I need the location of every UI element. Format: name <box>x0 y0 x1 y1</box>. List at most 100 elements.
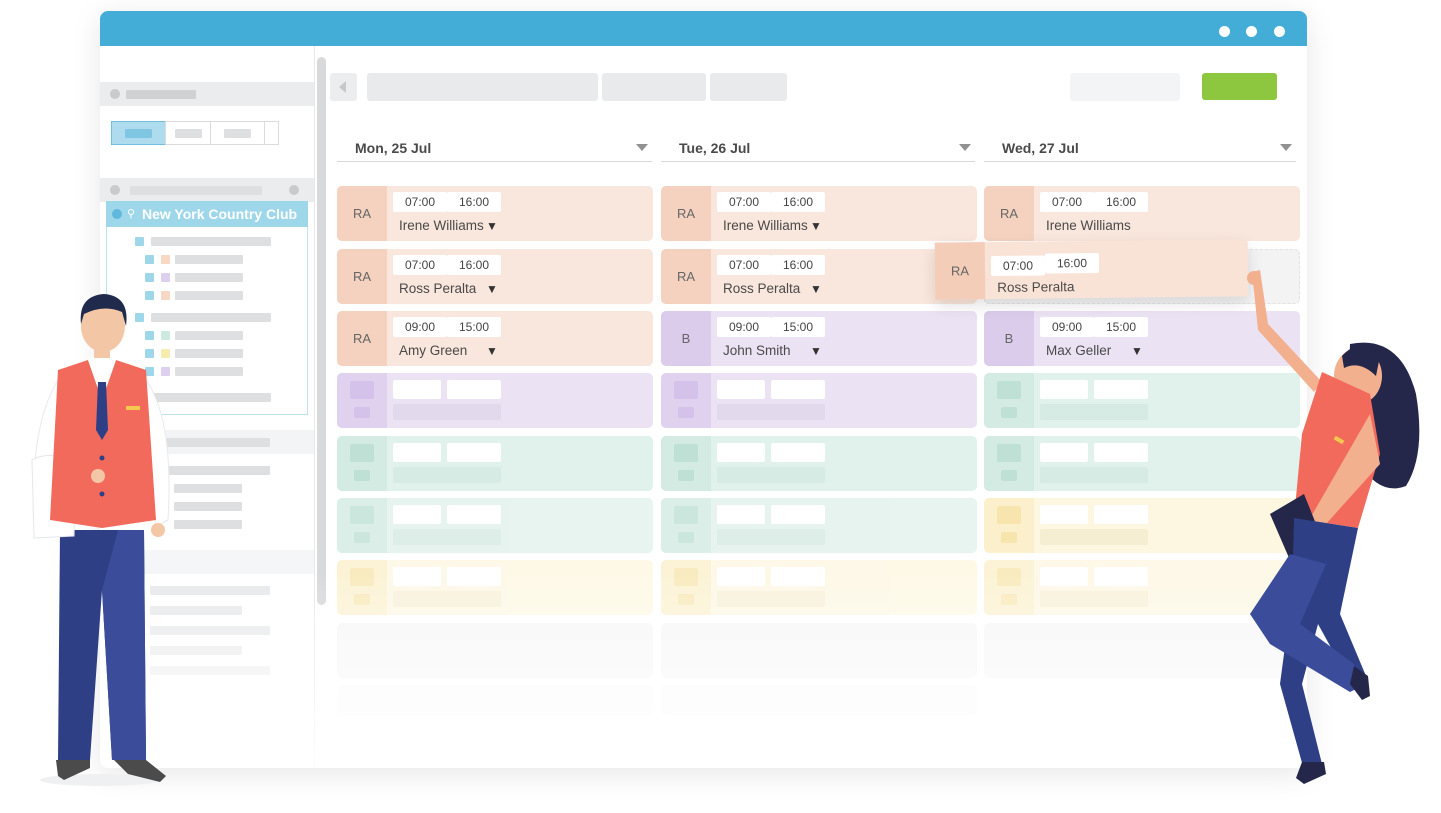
skeleton-block <box>771 443 825 462</box>
skeleton-block <box>350 568 374 586</box>
placeholder-shift[interactable] <box>661 498 977 553</box>
location-tree <box>106 227 308 415</box>
start-time[interactable]: 07:00 <box>1040 192 1094 212</box>
chevron-down-icon[interactable]: ▼ <box>810 282 822 296</box>
end-time[interactable]: 16:00 <box>1044 252 1100 274</box>
placeholder-shift[interactable] <box>337 685 653 715</box>
skeleton-block <box>393 591 501 607</box>
start-time[interactable]: 09:00 <box>1040 317 1094 337</box>
day-header-tue[interactable]: Tue, 26 Jul <box>661 137 975 162</box>
end-time[interactable]: 16:00 <box>447 192 501 212</box>
checkbox-icon[interactable] <box>145 291 154 300</box>
placeholder-shift[interactable] <box>337 623 653 678</box>
toolbar-button[interactable] <box>602 73 706 101</box>
start-time[interactable]: 07:00 <box>717 192 771 212</box>
chevron-down-icon[interactable] <box>1280 144 1292 151</box>
placeholder-shift[interactable] <box>661 436 977 491</box>
end-time[interactable]: 16:00 <box>771 192 825 212</box>
start-time[interactable]: 09:00 <box>393 317 447 337</box>
shift-card[interactable]: B 09:00 15:00 Max Geller ▼ <box>984 311 1300 366</box>
shift-card[interactable]: RA 07:00 16:00 Irene Williams ▼ <box>337 186 653 241</box>
start-time[interactable]: 07:00 <box>990 255 1046 277</box>
skeleton-block <box>393 467 501 483</box>
location-item[interactable]: ⚲ New York Country Club <box>106 201 308 227</box>
skeleton-text <box>151 237 271 246</box>
skeleton-block <box>1040 467 1148 483</box>
chevron-down-icon[interactable]: ▼ <box>486 282 498 296</box>
placeholder-shift[interactable] <box>337 498 653 553</box>
group-icon <box>135 237 144 246</box>
view-toggle[interactable] <box>210 121 265 145</box>
expand-icon <box>112 209 122 219</box>
chevron-down-icon[interactable]: ▼ <box>486 219 498 233</box>
toolbar-button[interactable] <box>710 73 787 101</box>
end-time[interactable]: 15:00 <box>1094 317 1148 337</box>
secondary-action-button[interactable] <box>1070 73 1180 101</box>
end-time[interactable]: 16:00 <box>447 255 501 275</box>
employee-name: Irene Williams <box>1046 218 1131 233</box>
view-dropdown[interactable] <box>264 121 279 145</box>
placeholder-shift[interactable] <box>661 623 977 678</box>
sidebar-scrollbar[interactable] <box>317 57 326 605</box>
skeleton-block <box>717 404 825 420</box>
chevron-down-icon[interactable] <box>959 144 971 151</box>
start-time[interactable]: 07:00 <box>717 255 771 275</box>
day-header-wed[interactable]: Wed, 27 Jul <box>984 137 1296 162</box>
skeleton-text <box>174 520 242 529</box>
checkbox-icon[interactable] <box>145 367 154 376</box>
window-menu-dot[interactable] <box>1246 26 1257 37</box>
window-menu-dot[interactable] <box>1219 26 1230 37</box>
options-icon[interactable] <box>289 185 299 195</box>
dragged-shift-card[interactable]: RA 07:00 16:00 Ross Peralta <box>934 239 1249 300</box>
checkbox-icon[interactable] <box>145 331 154 340</box>
start-time[interactable]: 07:00 <box>393 192 447 212</box>
collapse-icon <box>110 185 120 195</box>
placeholder-shift[interactable] <box>661 373 977 428</box>
placeholder-shift[interactable] <box>337 373 653 428</box>
shift-card[interactable]: RA 07:00 16:00 Irene Williams ▼ <box>661 186 977 241</box>
view-toggle[interactable] <box>165 121 211 145</box>
placeholder-shift[interactable] <box>337 436 653 491</box>
employee-name: Irene Williams <box>399 218 484 233</box>
sidebar-section-header[interactable] <box>100 82 314 106</box>
checkbox-icon[interactable] <box>145 349 154 358</box>
chevron-down-icon[interactable] <box>636 144 648 151</box>
view-toggle-active[interactable] <box>111 121 166 145</box>
placeholder-shift[interactable] <box>984 436 1300 491</box>
placeholder-shift[interactable] <box>984 373 1300 428</box>
shift-card[interactable]: RA 07:00 16:00 Ross Peralta ▼ <box>337 249 653 304</box>
shift-card[interactable]: RA 07:00 16:00 Irene Williams <box>984 186 1300 241</box>
day-header-mon[interactable]: Mon, 25 Jul <box>337 137 652 162</box>
end-time[interactable]: 15:00 <box>447 317 501 337</box>
skeleton-block <box>771 505 825 524</box>
end-time[interactable]: 16:00 <box>771 255 825 275</box>
window-menu-dot[interactable] <box>1274 26 1285 37</box>
publish-button[interactable] <box>1202 73 1277 100</box>
prev-week-button[interactable] <box>330 73 357 101</box>
start-time[interactable]: 09:00 <box>717 317 771 337</box>
skeleton-block <box>447 567 501 586</box>
skeleton-text <box>175 273 243 282</box>
checkbox-icon[interactable] <box>145 273 154 282</box>
chevron-down-icon[interactable]: ▼ <box>486 344 498 358</box>
date-range-button[interactable] <box>367 73 598 101</box>
placeholder-shift[interactable] <box>661 560 977 615</box>
placeholder-shift[interactable] <box>984 498 1300 553</box>
sidebar-filter-header[interactable] <box>100 178 314 202</box>
role-badge: RA <box>934 242 986 300</box>
shift-card[interactable]: B 09:00 15:00 John Smith ▼ <box>661 311 977 366</box>
chevron-down-icon[interactable]: ▼ <box>810 344 822 358</box>
placeholder-shift[interactable] <box>337 560 653 615</box>
end-time[interactable]: 16:00 <box>1094 192 1148 212</box>
start-time[interactable]: 07:00 <box>393 255 447 275</box>
skeleton-block <box>771 380 825 399</box>
checkbox-icon[interactable] <box>145 255 154 264</box>
placeholder-shift[interactable] <box>661 685 977 715</box>
chevron-down-icon[interactable]: ▼ <box>810 219 822 233</box>
end-time[interactable]: 15:00 <box>771 317 825 337</box>
shift-card[interactable]: RA 09:00 15:00 Amy Green ▼ <box>337 311 653 366</box>
skeleton-block <box>1001 407 1017 418</box>
shift-card[interactable]: RA 07:00 16:00 Ross Peralta ▼ <box>661 249 977 304</box>
chevron-down-icon[interactable]: ▼ <box>1131 344 1143 358</box>
